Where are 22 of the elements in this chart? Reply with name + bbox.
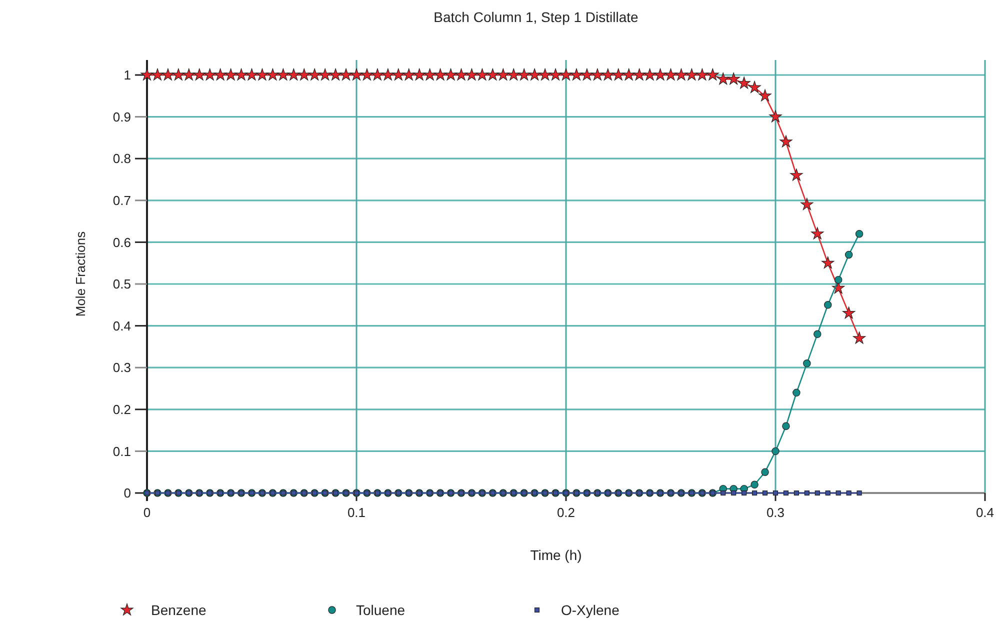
y-tick-label: 0.3: [112, 360, 131, 376]
y-tick-label: 1: [124, 68, 131, 83]
y-tick-label: 0.9: [112, 109, 131, 124]
legend-label: O-Xylene: [561, 602, 620, 618]
y-tick-label: 0.2: [112, 402, 131, 417]
y-tick-label: 0: [124, 486, 131, 501]
x-tick-label: 0.4: [976, 505, 994, 520]
y-tick-label: 0.1: [112, 444, 131, 459]
y-tick-label: 0.8: [112, 151, 131, 166]
chart-title: Batch Column 1, Step 1 Distillate: [434, 9, 639, 25]
x-tick-label: 0.2: [556, 505, 576, 520]
y-tick-label: 0.7: [112, 192, 131, 208]
y-tick-label: 0.4: [112, 318, 131, 334]
x-tick-label: 0: [143, 505, 151, 520]
y-tick-label: 0.6: [112, 234, 131, 250]
x-axis-title: Time (h): [530, 547, 582, 563]
y-axis-title: Mole Fractions: [73, 230, 88, 317]
legend-label: Benzene: [151, 602, 206, 618]
x-tick-label: 0.1: [347, 505, 366, 520]
legend-label: Toluene: [356, 602, 406, 618]
y-tick-label: 0.5: [112, 276, 131, 292]
x-tick-label: 0.3: [766, 505, 785, 520]
